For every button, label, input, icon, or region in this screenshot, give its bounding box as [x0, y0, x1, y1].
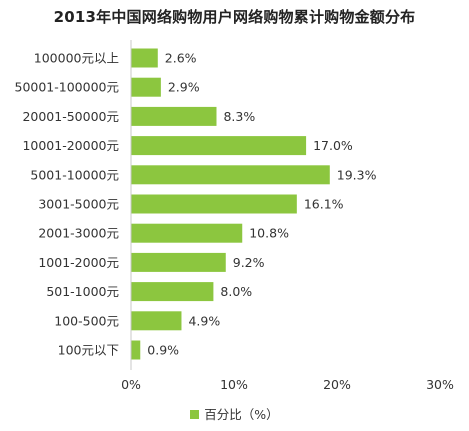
- category-label: 50001-100000元: [15, 80, 120, 95]
- bar: [131, 165, 330, 185]
- legend: 百分比（%）: [0, 404, 469, 423]
- bar: [131, 252, 226, 272]
- category-label: 1001-2000元: [38, 255, 119, 270]
- data-label: 2.9%: [168, 80, 200, 95]
- x-tick-label: 0%: [121, 377, 141, 392]
- category-label: 2001-3000元: [38, 226, 119, 241]
- category-label: 100-500元: [54, 313, 119, 328]
- data-label: 10.8%: [249, 226, 289, 241]
- category-label: 5001-10000元: [30, 167, 119, 182]
- data-label: 8.0%: [220, 284, 252, 299]
- data-label: 16.1%: [304, 197, 344, 212]
- legend-label: 百分比（%）: [204, 407, 279, 422]
- category-label: 100000元以上: [34, 51, 119, 66]
- category-label: 3001-5000元: [38, 197, 119, 212]
- chart-title: 2013年中国网络购物用户网络购物累计购物金额分布: [53, 8, 416, 26]
- category-label: 501-1000元: [46, 284, 119, 299]
- x-tick-label: 30%: [426, 377, 454, 392]
- data-label: 19.3%: [337, 167, 377, 182]
- data-label: 0.9%: [147, 343, 179, 358]
- bar: [131, 340, 141, 360]
- data-label: 9.2%: [233, 255, 265, 270]
- data-label: 2.6%: [165, 51, 197, 66]
- x-tick-label: 10%: [220, 377, 248, 392]
- bar: [131, 282, 214, 302]
- bar: [131, 311, 182, 331]
- data-label: 4.9%: [188, 313, 220, 328]
- x-tick-label: 20%: [323, 377, 351, 392]
- data-label: 17.0%: [313, 138, 353, 153]
- legend-swatch: [190, 410, 200, 419]
- bar: [131, 106, 217, 126]
- bar: [131, 48, 158, 68]
- bar: [131, 194, 297, 214]
- bar: [131, 136, 307, 156]
- category-label: 100元以下: [58, 343, 119, 358]
- bar: [131, 77, 161, 97]
- category-label: 20001-50000元: [22, 109, 119, 124]
- data-label: 8.3%: [223, 109, 255, 124]
- bar: [131, 223, 243, 243]
- category-label: 10001-20000元: [22, 138, 119, 153]
